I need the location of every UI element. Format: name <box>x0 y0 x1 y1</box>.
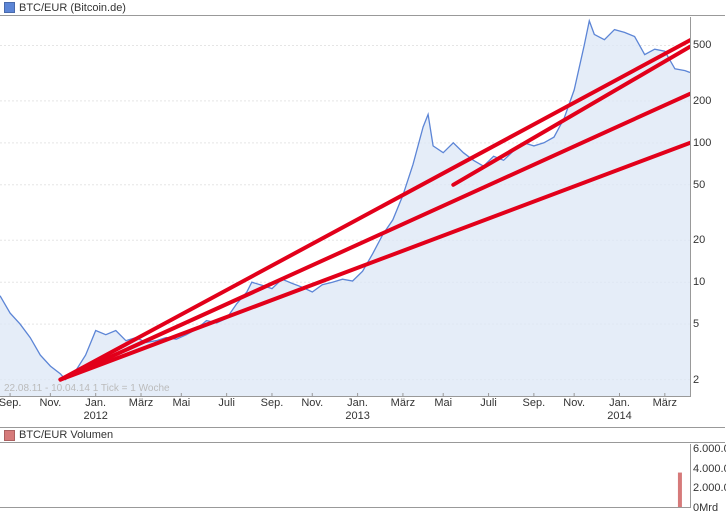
y-axis-tick-label: 50 <box>693 179 705 191</box>
x-axis-tick-label: Nov. <box>39 397 61 409</box>
x-axis-year-label: 2012 <box>83 410 107 422</box>
x-axis-tick-label: Sep. <box>0 397 21 409</box>
x-axis-tick-label: Nov. <box>301 397 323 409</box>
volume-chart-svg <box>0 444 690 508</box>
volume-chart-panel <box>0 444 691 508</box>
x-axis-tick-label: Sep. <box>523 397 546 409</box>
volume-y-tick-label: 6.000.00 <box>693 443 726 455</box>
x-axis-tick-label: Mai <box>434 397 452 409</box>
x-axis: Sep.Nov.Jan.2012MärzMaiJuliSep.Nov.Jan.2… <box>0 397 690 427</box>
volume-y-tick-label: 0Mrd <box>693 502 718 514</box>
y-axis-tick-label: 20 <box>693 234 705 246</box>
y-axis-tick-label: 200 <box>693 95 711 107</box>
volume-title-bar: BTC/EUR Volumen <box>0 427 725 443</box>
x-axis-tick-label: Juli <box>218 397 235 409</box>
x-axis-tick-label: März <box>653 397 677 409</box>
chart-footnote: 22.08.11 - 10.04.14 1 Tick = 1 Woche <box>4 383 170 394</box>
volume-legend-swatch <box>4 430 15 441</box>
x-axis-tick-label: Mai <box>172 397 190 409</box>
chart-title-label: BTC/EUR (Bitcoin.de) <box>19 2 126 14</box>
x-axis-tick-label: März <box>391 397 415 409</box>
x-axis-tick-label: Jan. <box>347 397 368 409</box>
chart-title-bar: BTC/EUR (Bitcoin.de) <box>0 0 725 16</box>
x-axis-tick-label: Jan. <box>85 397 106 409</box>
volume-y-tick-label: 4.000.00 <box>693 463 726 475</box>
x-axis-tick-label: März <box>129 397 153 409</box>
price-chart-panel: 22.08.11 - 10.04.14 1 Tick = 1 Woche <box>0 17 691 397</box>
x-axis-tick-label: Nov. <box>563 397 585 409</box>
volume-y-tick-label: 2.000.00 <box>693 482 726 494</box>
y-axis-tick-label: 5 <box>693 318 699 330</box>
x-axis-tick-label: Jan. <box>609 397 630 409</box>
x-axis-year-label: 2014 <box>607 410 631 422</box>
x-axis-tick-label: Juli <box>480 397 497 409</box>
x-axis-tick-label: Sep. <box>261 397 284 409</box>
y-axis-tick-label: 10 <box>693 276 705 288</box>
x-axis-year-label: 2013 <box>345 410 369 422</box>
volume-title-label: BTC/EUR Volumen <box>19 429 113 441</box>
y-axis-tick-label: 2 <box>693 374 699 386</box>
price-chart-svg <box>0 17 690 397</box>
price-legend-swatch <box>4 2 15 13</box>
y-axis-tick-label: 100 <box>693 137 711 149</box>
y-axis-tick-label: 500 <box>693 39 711 51</box>
